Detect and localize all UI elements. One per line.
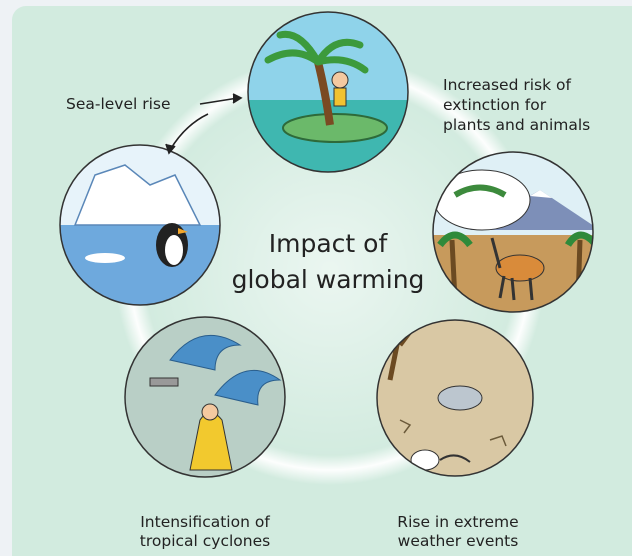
node-label: Rise in extreme [397, 513, 518, 531]
drought-illustration [377, 320, 533, 476]
cyclone-illustration-part [202, 404, 218, 420]
center-title: Impact of [269, 229, 389, 258]
node-label: weather events [398, 532, 519, 550]
node-label: Sea-level rise [66, 95, 171, 113]
iceberg-illustration-part [85, 253, 125, 263]
island-illustration-part [332, 72, 348, 88]
iceberg-illustration-part [165, 235, 183, 265]
cyclone-illustration-part [150, 378, 178, 386]
center-title: global warming [232, 265, 425, 294]
page: {"center_title": ["Impact of", "global w… [0, 0, 632, 556]
node-label: tropical cyclones [140, 532, 270, 550]
drought-illustration-part [438, 386, 482, 410]
diagram: Sea-level rise Increased risk of extinct… [0, 0, 632, 556]
cyclone-illustration [125, 317, 285, 477]
island-illustration-part [283, 114, 387, 142]
node-label: plants and animals [443, 116, 590, 134]
node-label: Intensification of [140, 513, 270, 531]
island-illustration-part [334, 88, 346, 106]
node-label: Increased risk of [443, 76, 572, 94]
node-label: extinction for [443, 96, 547, 114]
